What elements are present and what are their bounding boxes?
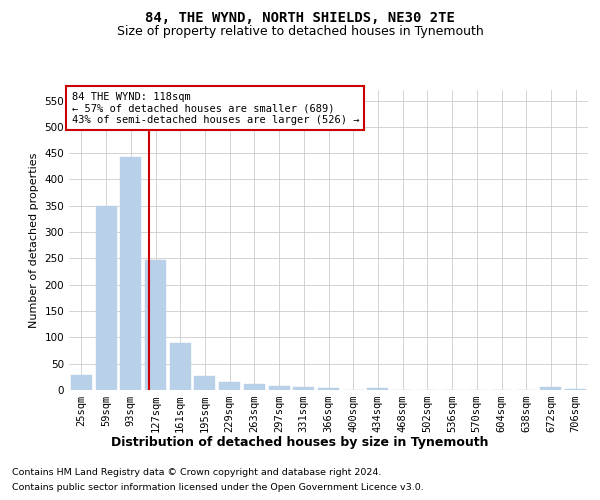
Bar	[541, 388, 562, 390]
Bar	[71, 376, 92, 390]
Text: 84, THE WYND, NORTH SHIELDS, NE30 2TE: 84, THE WYND, NORTH SHIELDS, NE30 2TE	[145, 10, 455, 24]
Bar	[219, 382, 240, 390]
Text: Contains public sector information licensed under the Open Government Licence v3: Contains public sector information licen…	[12, 483, 424, 492]
Bar	[95, 206, 116, 390]
Bar	[194, 376, 215, 390]
Bar	[318, 388, 339, 390]
Bar	[293, 388, 314, 390]
Text: 84 THE WYND: 118sqm
← 57% of detached houses are smaller (689)
43% of semi-detac: 84 THE WYND: 118sqm ← 57% of detached ho…	[71, 92, 359, 124]
Bar	[145, 260, 166, 390]
Text: Size of property relative to detached houses in Tynemouth: Size of property relative to detached ho…	[116, 24, 484, 38]
Bar	[170, 342, 191, 390]
Bar	[565, 389, 586, 390]
Bar	[120, 157, 141, 390]
Bar	[244, 384, 265, 390]
Text: Contains HM Land Registry data © Crown copyright and database right 2024.: Contains HM Land Registry data © Crown c…	[12, 468, 382, 477]
Y-axis label: Number of detached properties: Number of detached properties	[29, 152, 39, 328]
Bar	[269, 386, 290, 390]
Text: Distribution of detached houses by size in Tynemouth: Distribution of detached houses by size …	[111, 436, 489, 449]
Bar	[367, 388, 388, 390]
